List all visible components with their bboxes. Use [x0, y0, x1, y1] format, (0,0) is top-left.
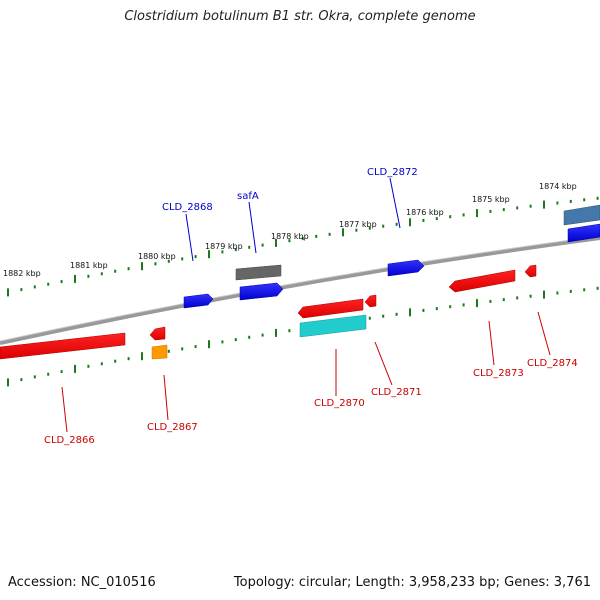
leader-cld-2867 [163, 374, 169, 421]
scale-labels: 1882 kbp 1881 kbp 1880 kbp 1879 kbp 1878… [3, 182, 577, 278]
gene-arrow-cld-2867[interactable] [149, 326, 166, 341]
forward-strand-features [183, 204, 600, 309]
gene-arrow-blue-edge[interactable] [567, 223, 600, 243]
genome-backbone [0, 236, 600, 345]
gene-label-cld-2870[interactable]: CLD_2870 [314, 398, 365, 409]
scale-label-1882: 1882 kbp [3, 269, 41, 278]
scale-label-1874: 1874 kbp [539, 182, 577, 191]
gene-label-safa[interactable]: safA [237, 191, 259, 202]
gene-arrow-cld-2873[interactable] [448, 269, 516, 293]
scale-label-1875: 1875 kbp [472, 195, 510, 204]
scale-label-1878: 1878 kbp [271, 232, 309, 241]
leader-safa [248, 201, 257, 254]
top-leader-lines [185, 177, 401, 262]
scale-label-1877: 1877 kbp [339, 220, 377, 229]
leader-cld-2873 [488, 320, 495, 366]
genome-title: Clostridium botulinum B1 str. Okra, comp… [124, 9, 476, 24]
scale-label-1876: 1876 kbp [406, 208, 444, 217]
gene-label-cld-2868[interactable]: CLD_2868 [162, 202, 213, 213]
leader-cld-2874 [537, 311, 551, 356]
leader-cld-2872 [389, 177, 401, 229]
bottom-leader-lines [61, 311, 551, 433]
gene-arrow-cld-2866[interactable] [0, 332, 126, 360]
topology-label: Topology: circular; Length: 3,958,233 bp… [233, 575, 591, 590]
gene-label-cld-2871[interactable]: CLD_2871 [371, 387, 422, 398]
scale-label-1881: 1881 kbp [70, 261, 108, 270]
leader-cld-2868 [185, 213, 194, 262]
gene-label-cld-2867[interactable]: CLD_2867 [147, 422, 198, 433]
reverse-strand-features [0, 264, 537, 360]
upper-scale-ticks [7, 196, 599, 297]
scale-label-1880: 1880 kbp [138, 252, 176, 261]
gene-label-cld-2866[interactable]: CLD_2866 [44, 435, 95, 446]
gene-label-cld-2874[interactable]: CLD_2874 [527, 358, 578, 369]
rna-feature-gray[interactable] [235, 264, 282, 281]
top-gene-labels: CLD_2868 safA CLD_2872 [162, 167, 418, 213]
gene-arrow-cld-2872[interactable] [387, 259, 425, 277]
leader-cld-2866 [61, 386, 68, 433]
gene-arrow-cld-2871[interactable] [364, 294, 377, 308]
gene-arrow-safa[interactable] [239, 282, 284, 301]
bottom-gene-labels: CLD_2866 CLD_2867 CLD_2870 CLD_2871 CLD_… [44, 358, 578, 446]
gene-arrow-cld-2874[interactable] [524, 264, 537, 278]
gene-arrow-cld-2870[interactable] [297, 298, 364, 319]
leader-cld-2871 [374, 341, 393, 386]
gene-label-cld-2873[interactable]: CLD_2873 [473, 368, 524, 379]
orange-feature[interactable] [151, 344, 168, 360]
gene-label-cld-2872[interactable]: CLD_2872 [367, 167, 418, 178]
gene-block-steelblue[interactable] [563, 204, 600, 226]
scale-label-1879: 1879 kbp [205, 242, 243, 251]
gene-arrow-cld-2868[interactable] [183, 293, 214, 309]
cyan-feature[interactable] [299, 314, 367, 338]
accession-label: Accession: NC_010516 [8, 575, 156, 590]
